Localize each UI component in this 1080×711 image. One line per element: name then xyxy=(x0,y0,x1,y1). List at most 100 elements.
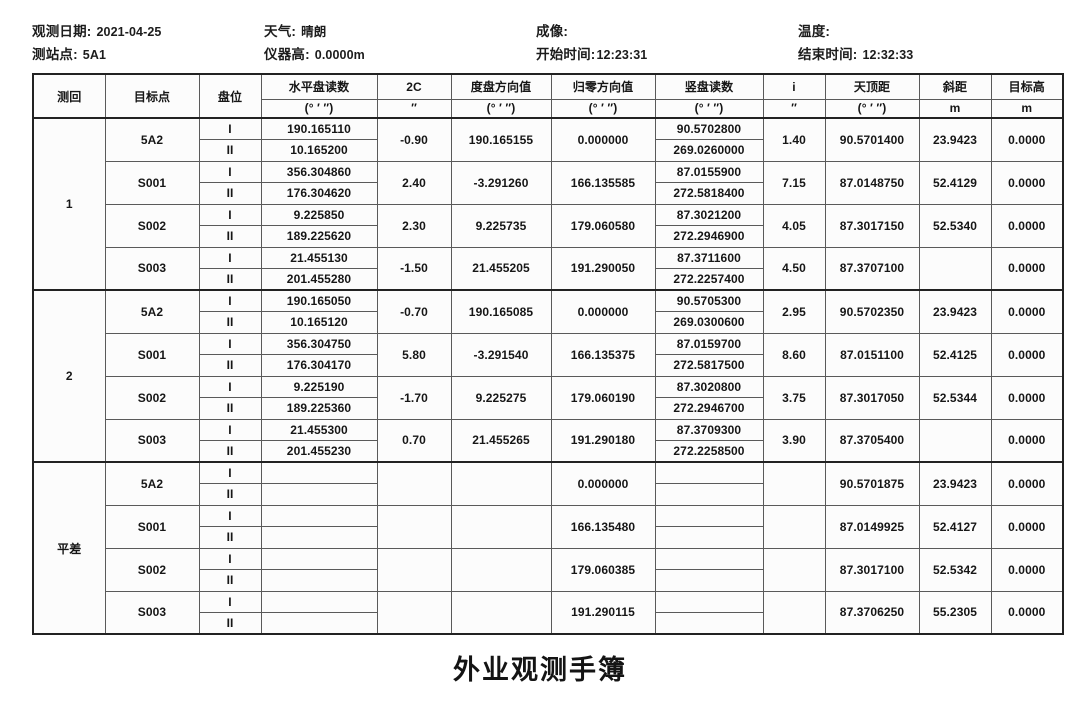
dial-direction-value: -3.291260 xyxy=(450,160,552,205)
index-error-i: 1.40 xyxy=(762,117,826,162)
plate-position: I xyxy=(198,547,262,570)
header-info-cell: 结束时间: 12:32:33 xyxy=(798,43,913,63)
header-row-names: 测回 目标点 盘位 水平盘读数 2C 度盘方向值 归零方向值 竖盘读数 i 天顶距 斜距 目标高 xyxy=(32,73,1064,119)
two-c-value: 0.70 xyxy=(376,418,452,463)
horizontal-reading: 10.165200 xyxy=(260,139,378,162)
zeroed-direction-value: 0.000000 xyxy=(550,117,656,162)
vertical-reading xyxy=(654,526,764,549)
slope-distance: 52.5342 xyxy=(918,547,992,592)
column-header-2: 盘位 xyxy=(198,73,262,119)
table-row: S003 I 191.290115 87.3706250 55.2305 0.0000 xyxy=(33,590,1064,635)
index-error-i: 2.95 xyxy=(762,289,826,334)
zeroed-direction-value: 191.290050 xyxy=(550,246,656,291)
column-header-4: 2C xyxy=(376,73,452,100)
plate-position: II xyxy=(198,182,262,205)
vertical-reading: 90.5705300 xyxy=(654,289,764,312)
horizontal-reading xyxy=(260,569,378,592)
header-info-cell: 成像: xyxy=(536,20,798,40)
slope-distance: 23.9423 xyxy=(918,289,992,334)
table-body: 1 5A2 I 190.165110 -0.90 190.165155 0.000000 90… xyxy=(32,117,1064,635)
horizontal-reading xyxy=(260,612,378,635)
slope-distance: 23.9423 xyxy=(918,461,992,506)
plate-position: II xyxy=(198,483,262,506)
vertical-reading: 272.2946700 xyxy=(654,397,764,420)
table-row: II 10.165120 269.0300600 xyxy=(33,311,1063,334)
horizontal-reading: 356.304750 xyxy=(260,332,378,355)
vertical-reading: 87.3709300 xyxy=(654,418,764,441)
column-header-0: 测回 xyxy=(32,73,106,119)
target-point: 5A2 xyxy=(104,289,200,334)
zeroed-direction-value: 191.290115 xyxy=(550,590,656,635)
vertical-reading: 87.0159700 xyxy=(654,332,764,355)
table-row: S001 I 166.135480 87.0149925 52.4127 0.0000 xyxy=(33,504,1064,549)
dial-direction-value xyxy=(450,504,552,549)
zenith-distance: 87.3017050 xyxy=(824,375,920,420)
group-label: 1 xyxy=(32,117,106,291)
page-caption: 外业观测手簿 xyxy=(453,655,627,685)
dial-direction-value: -3.291540 xyxy=(450,332,552,377)
header-info-value: 晴朗 xyxy=(301,24,327,39)
target-point: 5A2 xyxy=(104,461,200,506)
target-height: 0.0000 xyxy=(990,246,1064,291)
table-row: S001 I 356.304860 2.40 -3.291260 166.135585 87… xyxy=(33,160,1064,205)
dial-direction-value: 9.225275 xyxy=(450,375,552,420)
target-point: 5A2 xyxy=(104,117,200,162)
target-point: S003 xyxy=(104,590,200,635)
column-header-10: 斜距 xyxy=(918,73,992,100)
target-height: 0.0000 xyxy=(990,461,1064,506)
plate-position: I xyxy=(198,332,262,355)
target-point: S001 xyxy=(104,332,200,377)
header-info-label: 成像: xyxy=(536,23,569,39)
column-header-3: 水平盘读数 xyxy=(260,73,378,100)
horizontal-reading: 21.455130 xyxy=(260,246,378,269)
zeroed-direction-value: 0.000000 xyxy=(550,461,656,506)
header-info-cell: 测站点: 5A1 xyxy=(32,43,264,63)
zenith-distance: 87.3705400 xyxy=(824,418,920,463)
two-c-value: 5.80 xyxy=(376,332,452,377)
vertical-reading: 87.3020800 xyxy=(654,375,764,398)
plate-position: II xyxy=(198,139,262,162)
two-c-value xyxy=(376,547,452,592)
plate-position: I xyxy=(198,461,262,484)
column-unit-9: (° ′ ″) xyxy=(824,98,920,119)
index-error-i xyxy=(762,547,826,592)
slope-distance: 52.4129 xyxy=(918,160,992,205)
plate-position: I xyxy=(198,418,262,441)
zenith-distance: 87.3706250 xyxy=(824,590,920,635)
horizontal-reading: 10.165120 xyxy=(260,311,378,334)
table-row: II 189.225360 272.2946700 xyxy=(33,397,1063,420)
column-unit-8: ″ xyxy=(762,98,826,119)
header-info-label: 天气: xyxy=(264,23,297,39)
plate-position: II xyxy=(198,612,262,635)
survey-header-info: 观测日期: 2021-04-25 天气: 晴朗 成像: 温度: 测站点: 5A1 仪器高: 0.0… xyxy=(32,18,1032,64)
target-point: S003 xyxy=(104,246,200,291)
dial-direction-value: 9.225735 xyxy=(450,203,552,248)
header-info-label: 温度: xyxy=(798,23,831,39)
column-unit-4: ″ xyxy=(376,98,452,119)
plate-position: II xyxy=(198,526,262,549)
plate-position: I xyxy=(198,590,262,613)
header-info-label: 观测日期: xyxy=(32,23,92,39)
vertical-reading xyxy=(654,547,764,570)
dial-direction-value xyxy=(450,461,552,506)
vertical-reading xyxy=(654,569,764,592)
dial-direction-value xyxy=(450,547,552,592)
zeroed-direction-value: 179.060385 xyxy=(550,547,656,592)
vertical-reading xyxy=(654,612,764,635)
zeroed-direction-value: 179.060580 xyxy=(550,203,656,248)
table-row: 平差 5A2 I 0.000000 90.5701875 23.9423 0.0000 xyxy=(32,461,1064,635)
zeroed-direction-value: 0.000000 xyxy=(550,289,656,334)
table-row: 2 5A2 I 190.165050 -0.70 190.165085 0.000000 90… xyxy=(32,289,1064,463)
slope-distance: 52.4125 xyxy=(918,332,992,377)
table-row: II 176.304170 272.5817500 xyxy=(33,354,1063,377)
slope-distance: 52.5344 xyxy=(918,375,992,420)
horizontal-reading: 201.455230 xyxy=(260,440,378,463)
target-height: 0.0000 xyxy=(990,203,1064,248)
horizontal-reading xyxy=(260,483,378,506)
column-unit-5: (° ′ ″) xyxy=(450,98,552,119)
column-unit-11: m xyxy=(990,98,1064,119)
target-height: 0.0000 xyxy=(990,375,1064,420)
column-header-11: 目标高 xyxy=(990,73,1064,100)
target-height: 0.0000 xyxy=(990,332,1064,377)
